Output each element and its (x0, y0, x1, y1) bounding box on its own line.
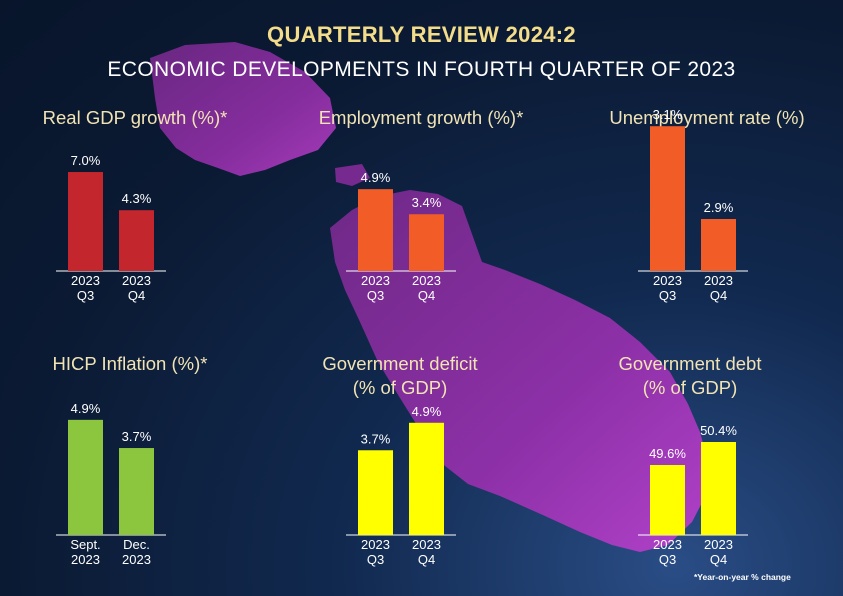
category-label-unemployment-0: Q3 (659, 288, 676, 303)
chart-title-line: (% of GDP) (642, 377, 738, 398)
chart-title-line: HICP Inflation (%)* (52, 353, 208, 374)
value-label-debt-1: 50.4% (700, 423, 737, 438)
category-label-gdp-0: 2023 (71, 273, 100, 288)
category-label-employment-0: 2023 (361, 273, 390, 288)
comino-island-shape (335, 164, 370, 186)
value-label-deficit-1: 4.9% (412, 404, 442, 419)
chart-title-line: Unemployment rate (%) (609, 107, 805, 128)
value-label-debt-0: 49.6% (649, 446, 686, 461)
bar-unemployment-0 (650, 126, 685, 271)
category-label-unemployment-1: Q4 (710, 288, 727, 303)
chart-title-hicp: HICP Inflation (%)* (15, 352, 245, 376)
value-label-gdp-0: 7.0% (71, 153, 101, 168)
malta-island-shape (330, 190, 708, 552)
bar-employment-0 (358, 189, 393, 271)
bar-debt-0 (650, 465, 685, 535)
category-label-employment-1: Q4 (418, 288, 435, 303)
category-label-gdp-1: Q4 (128, 288, 145, 303)
chart-title-unemployment: Unemployment rate (%) (582, 106, 832, 130)
chart-title-line: Government debt (618, 353, 762, 374)
value-label-hicp-1: 3.7% (122, 429, 152, 444)
chart-title-deficit: Government deficit (% of GDP) (290, 352, 510, 400)
category-label-gdp-0: Q3 (77, 288, 94, 303)
chart-title-line: (% of GDP) (352, 377, 448, 398)
category-label-debt-1: 2023 (704, 537, 733, 552)
value-label-hicp-0: 4.9% (71, 401, 101, 416)
category-label-debt-0: Q3 (659, 552, 676, 567)
category-label-hicp-1: 2023 (122, 552, 151, 567)
value-label-unemployment-0: 3.1% (653, 107, 683, 122)
report-title: QUARTERLY REVIEW 2024:2 (267, 22, 576, 47)
chart-title-employment: Employment growth (%)* (286, 106, 556, 130)
bar-deficit-1 (409, 422, 444, 535)
report-subtitle: ECONOMIC DEVELOPMENTS IN FOURTH QUARTER … (107, 58, 736, 81)
category-label-hicp-0: Sept. (70, 537, 100, 552)
category-label-deficit-0: Q3 (367, 552, 384, 567)
bar-hicp-1 (119, 448, 154, 535)
gozo-island-shape (150, 42, 336, 176)
category-label-hicp-1: Dec. (123, 537, 150, 552)
value-label-gdp-1: 4.3% (122, 191, 152, 206)
bar-gdp-0 (68, 172, 103, 271)
category-label-hicp-0: 2023 (71, 552, 100, 567)
category-label-unemployment-1: 2023 (704, 273, 733, 288)
category-label-gdp-1: 2023 (122, 273, 151, 288)
chart-title-line: Government deficit (322, 353, 478, 374)
bar-hicp-0 (68, 419, 103, 535)
category-label-deficit-1: Q4 (418, 552, 435, 567)
bar-employment-1 (409, 214, 444, 271)
value-label-unemployment-1: 2.9% (704, 200, 734, 215)
bar-gdp-1 (119, 210, 154, 271)
category-label-employment-0: Q3 (367, 288, 384, 303)
category-label-unemployment-0: 2023 (653, 273, 682, 288)
value-label-employment-0: 4.9% (361, 170, 391, 185)
bar-deficit-0 (358, 450, 393, 535)
chart-title-gdp: Real GDP growth (%)* (20, 106, 250, 130)
category-label-debt-1: Q4 (710, 552, 727, 567)
footnote: *Year-on-year % change (694, 572, 791, 582)
bar-debt-1 (701, 442, 736, 535)
chart-title-line: Employment growth (%)* (318, 107, 524, 128)
chart-title-debt: Government debt (% of GDP) (580, 352, 800, 400)
value-label-employment-1: 3.4% (412, 195, 442, 210)
value-label-deficit-0: 3.7% (361, 431, 391, 446)
category-label-deficit-0: 2023 (361, 537, 390, 552)
bar-unemployment-1 (701, 219, 736, 271)
chart-title-line: Real GDP growth (%)* (42, 107, 228, 128)
category-label-debt-0: 2023 (653, 537, 682, 552)
category-label-deficit-1: 2023 (412, 537, 441, 552)
category-label-employment-1: 2023 (412, 273, 441, 288)
